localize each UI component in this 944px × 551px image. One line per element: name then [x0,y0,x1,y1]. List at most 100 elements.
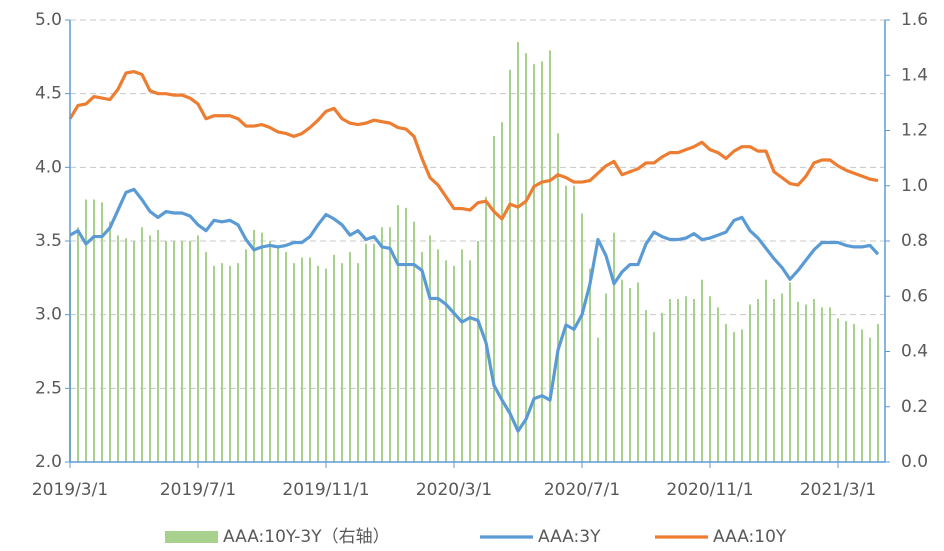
bar [869,337,871,462]
bar [173,241,175,462]
bar [77,227,79,462]
bar [93,199,95,462]
bar [477,241,479,462]
bar [261,232,263,462]
y-tick-label: 5.0 [35,10,62,30]
bar [357,263,359,462]
bar [301,257,303,462]
bar [165,241,167,462]
x-tick-label: 2020/3/1 [416,480,492,500]
bar [733,332,735,462]
bar [629,287,631,462]
bar [797,301,799,462]
bar [621,279,623,462]
bar [517,42,519,462]
y2-tick-label: 0.8 [901,231,928,251]
legend-label: AAA:10Y-3Y（右轴） [223,527,390,547]
bar [141,227,143,462]
bar [637,282,639,462]
bar [557,133,559,462]
bar [365,243,367,462]
bar [541,61,543,462]
bar [861,329,863,462]
x-tick-label: 2019/3/1 [32,480,108,500]
bar [253,229,255,462]
bar [653,332,655,462]
bar [189,241,191,462]
bar [669,299,671,462]
bar [789,282,791,462]
bar [845,321,847,462]
x-tick-label: 2021/3/1 [800,480,876,500]
bar [741,329,743,462]
bar [573,185,575,462]
bar [213,265,215,462]
bar [133,241,135,462]
bar [821,307,823,462]
bar [237,263,239,462]
bar [101,202,103,462]
bar [549,50,551,462]
bar [221,263,223,462]
bar [149,235,151,462]
y2-tick-label: 0.6 [901,286,928,306]
bar [309,257,311,462]
bar [693,299,695,462]
y-tick-label: 4.0 [35,157,62,177]
x-tick-label: 2019/11/1 [282,480,369,500]
bar [125,238,127,462]
y2-tick-label: 1.6 [901,10,928,30]
bar [493,136,495,462]
bar [397,205,399,462]
bar [421,252,423,462]
bar [349,252,351,462]
bar [749,304,751,462]
bar [677,299,679,462]
line-series [68,69,879,221]
bar [813,299,815,462]
legend-swatch [165,531,218,543]
y-tick-label: 4.5 [35,84,62,104]
bar [613,232,615,462]
y-tick-label: 2.0 [35,452,62,472]
bar [829,307,831,462]
bar [229,265,231,462]
bar [413,221,415,462]
bar [685,296,687,462]
legend-label: AAA:10Y [713,527,787,547]
bar [509,69,511,462]
bar [485,196,487,463]
bar [837,318,839,462]
bar [245,249,247,462]
bar [197,235,199,462]
bar [117,235,119,462]
bar [773,299,775,462]
bar [805,304,807,462]
bar [157,229,159,462]
bar [277,246,279,462]
bar [645,310,647,462]
bar [501,122,503,463]
bar [597,337,599,462]
bar [317,265,319,462]
bar [469,260,471,462]
bar [429,235,431,462]
bar [381,227,383,462]
y2-tick-label: 1.2 [901,121,928,141]
bar [405,207,407,462]
bar [853,323,855,462]
bar [525,53,527,463]
y2-tick-label: 0.2 [901,397,928,417]
bar [589,268,591,462]
line-series [69,187,880,433]
bar [717,307,719,462]
bar [205,252,207,462]
y2-tick-label: 1.4 [901,65,928,85]
legend-label: AAA:3Y [538,527,601,547]
bar [333,254,335,462]
bar [109,221,111,462]
bar [781,293,783,462]
bar [445,260,447,462]
y2-tick-label: 0.0 [901,452,928,472]
